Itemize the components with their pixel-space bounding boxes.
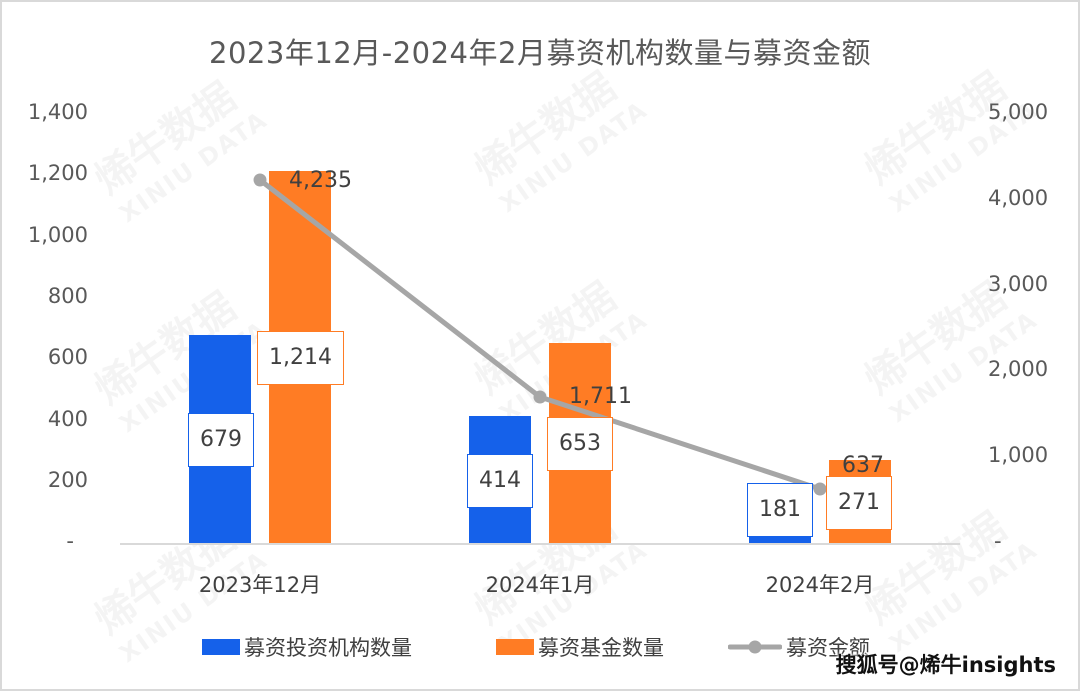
x-axis-label-feb: 2024年2月 [765,573,875,597]
left-axis-tick: 1,200 [27,161,88,185]
data-label-amount-feb: 637 [842,453,884,478]
source-credit: 搜狐号@烯牛insights [835,653,1056,677]
legend-label: 募资基金数量 [538,636,664,660]
legend-item-amount[interactable]: 募资金额 [728,632,870,662]
line-point-feb [813,482,827,496]
legend-label: 募资投资机构数量 [244,636,412,660]
line-point-dec [253,173,267,187]
left-axis-tick: 1,400 [27,100,88,124]
data-label-funds-dec: 1,214 [257,331,344,385]
x-axis-label-jan: 2024年1月 [485,573,595,597]
left-axis-tick: 1,000 [27,223,88,247]
data-label-institutions-dec: 679 [188,413,254,467]
legend-item-institutions[interactable]: 募资投资机构数量 [202,632,412,662]
right-axis-tick: 2,000 [988,357,1049,381]
legend-line-marker-icon [728,640,782,654]
legend-label: 募资金额 [786,636,870,660]
right-axis-tick: 5,000 [988,100,1049,124]
right-axis-tick: - [994,529,1002,553]
chart-title: 2023年12月-2024年2月募资机构数量与募资金额 [209,36,871,70]
left-axis-tick: 200 [47,468,88,492]
line-point-jan [533,390,547,404]
data-label-funds-jan: 653 [547,417,613,471]
data-label-institutions-feb: 181 [747,483,813,537]
right-axis-tick: 4,000 [988,186,1049,210]
data-label-funds-feb: 271 [826,476,892,530]
left-axis-tick: - [66,529,74,553]
left-axis-tick: 400 [47,407,88,431]
left-axis-tick: 600 [47,345,88,369]
legend-item-funds[interactable]: 募资基金数量 [496,632,664,662]
data-label-amount-dec: 4,235 [289,168,352,193]
data-label-amount-jan: 1,711 [569,384,632,409]
legend-swatch-orange [496,639,534,655]
data-label-institutions-jan: 414 [467,454,533,508]
x-axis-line [120,543,960,545]
x-axis-label-dec: 2023年12月 [198,573,322,597]
right-axis-tick: 3,000 [988,272,1049,296]
legend-swatch-blue [202,639,240,655]
right-axis-tick: 1,000 [988,443,1049,467]
left-axis-tick: 800 [47,284,88,308]
